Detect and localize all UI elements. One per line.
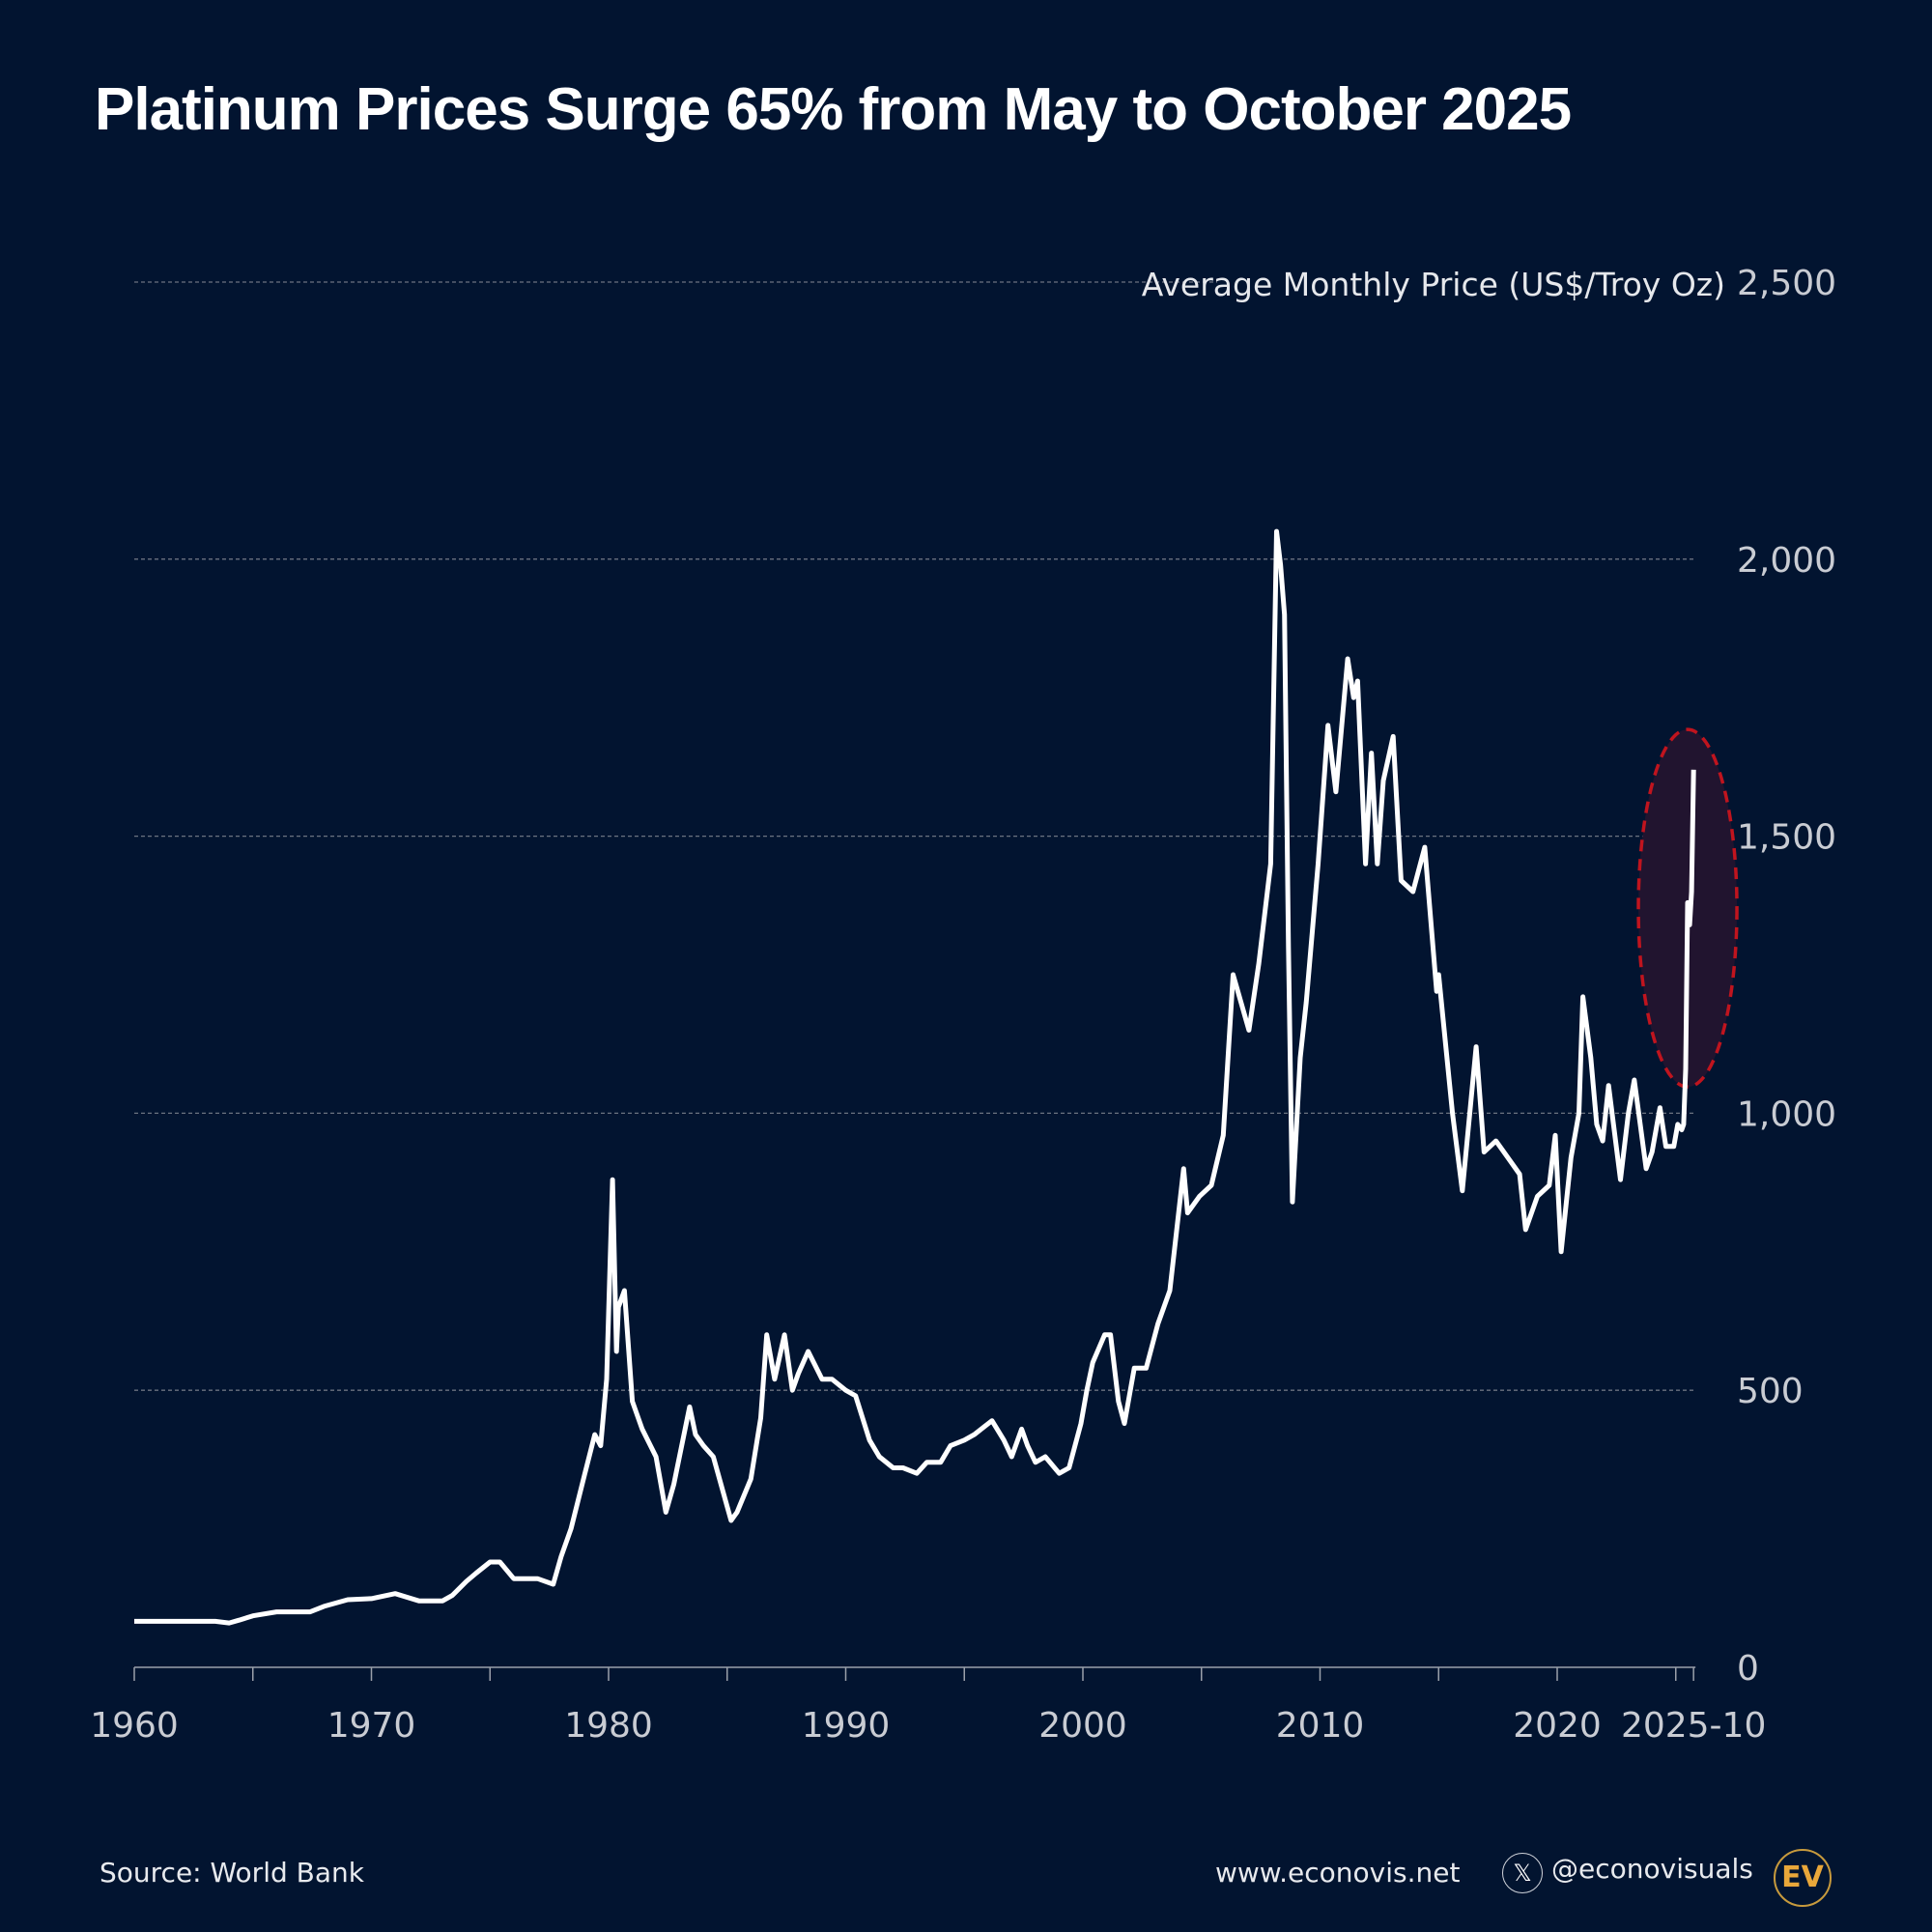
x-tick-label: 1980 [564, 1706, 653, 1746]
y-tick-label: 0 [1737, 1649, 1759, 1689]
website-link[interactable]: www.econovis.net [1215, 1857, 1461, 1889]
y-axis-title: Average Monthly Price (US$/Troy Oz) [1142, 266, 1725, 303]
y-tick-label: 2,000 [1737, 541, 1836, 581]
y-axis: 0 500 1,000 1,500 2,000 2,500 [1737, 264, 1836, 1689]
source-note: Source: World Bank [99, 1857, 364, 1889]
chart-title: Platinum Prices Surge 65% from May to Oc… [95, 76, 1572, 143]
gridlines [134, 281, 1694, 1391]
x-tick-label: 2025-10 [1621, 1706, 1766, 1746]
x-tick-label: 1970 [327, 1706, 416, 1746]
y-tick-label: 1,500 [1737, 818, 1836, 858]
social-handle[interactable]: @econovisuals [1551, 1853, 1753, 1885]
y-tick-label: 1,000 [1737, 1094, 1836, 1134]
x-tick-label: 1960 [90, 1706, 179, 1746]
x-tick-label: 2000 [1038, 1706, 1127, 1746]
x-tick-label: 2020 [1513, 1706, 1602, 1746]
econovis-logo: EV [1774, 1849, 1832, 1907]
y-tick-label: 2,500 [1737, 264, 1836, 303]
y-tick-label: 500 [1737, 1372, 1804, 1411]
x-logo-icon: 𝕏 [1502, 1853, 1543, 1893]
x-tick-label: 1990 [802, 1706, 891, 1746]
price-series-line [134, 528, 1696, 1626]
x-axis: 1960 1970 1980 1990 2000 2010 2020 2025-10 [90, 1666, 1766, 1746]
x-tick-label: 2010 [1276, 1706, 1365, 1746]
